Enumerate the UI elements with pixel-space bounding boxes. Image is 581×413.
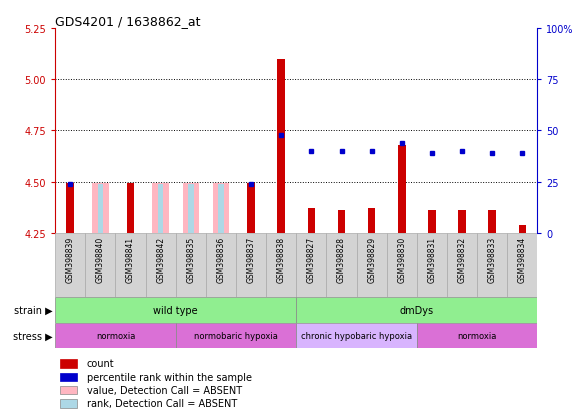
Bar <box>66 183 74 233</box>
Bar <box>357 233 387 297</box>
Bar <box>60 359 77 368</box>
Text: normobaric hypoxia: normobaric hypoxia <box>194 331 278 340</box>
Text: normoxia: normoxia <box>457 331 497 340</box>
Bar <box>447 233 477 297</box>
Bar <box>477 233 507 297</box>
Bar <box>398 145 406 233</box>
Text: GSM398827: GSM398827 <box>307 237 316 282</box>
Bar <box>55 323 176 349</box>
Text: normoxia: normoxia <box>96 331 135 340</box>
Text: GSM398832: GSM398832 <box>458 237 467 282</box>
Bar <box>152 183 169 233</box>
Bar <box>60 373 77 381</box>
Text: wild type: wild type <box>153 305 198 315</box>
Bar <box>116 233 146 297</box>
Text: value, Detection Call = ABSENT: value, Detection Call = ABSENT <box>87 385 242 395</box>
Bar <box>127 183 134 233</box>
Text: GSM398836: GSM398836 <box>217 237 225 282</box>
Bar <box>55 297 296 323</box>
Bar <box>519 225 526 233</box>
Bar <box>158 184 163 233</box>
Bar <box>236 233 266 297</box>
Text: GSM398830: GSM398830 <box>397 237 406 282</box>
Bar <box>327 233 357 297</box>
Text: GSM398828: GSM398828 <box>337 237 346 282</box>
Text: percentile rank within the sample: percentile rank within the sample <box>87 372 252 382</box>
Text: GSM398835: GSM398835 <box>187 237 195 282</box>
Text: GSM398840: GSM398840 <box>96 237 105 282</box>
Bar <box>417 233 447 297</box>
Bar <box>368 209 375 233</box>
Text: GSM398837: GSM398837 <box>246 237 256 282</box>
Text: GSM398842: GSM398842 <box>156 237 165 282</box>
Bar <box>60 386 77 394</box>
Bar <box>182 183 199 233</box>
Text: count: count <box>87 358 114 368</box>
Text: GSM398833: GSM398833 <box>487 237 497 282</box>
Text: GSM398831: GSM398831 <box>428 237 436 282</box>
Text: GSM398838: GSM398838 <box>277 237 286 282</box>
Bar <box>338 211 345 233</box>
Bar <box>278 59 285 233</box>
Text: stress ▶: stress ▶ <box>13 331 52 341</box>
Text: chronic hypobaric hypoxia: chronic hypobaric hypoxia <box>301 331 412 340</box>
Bar <box>387 233 417 297</box>
Bar <box>146 233 176 297</box>
Bar <box>206 233 236 297</box>
Bar <box>458 211 466 233</box>
Bar <box>218 184 224 233</box>
Bar <box>296 323 417 349</box>
Bar <box>296 233 327 297</box>
Bar <box>507 233 537 297</box>
Text: dmDys: dmDys <box>400 305 434 315</box>
Bar <box>489 211 496 233</box>
Text: GSM398841: GSM398841 <box>126 237 135 282</box>
Bar <box>98 184 103 233</box>
Text: rank, Detection Call = ABSENT: rank, Detection Call = ABSENT <box>87 399 237 408</box>
Bar <box>55 233 85 297</box>
Text: GSM398839: GSM398839 <box>66 237 75 282</box>
Text: GSM398834: GSM398834 <box>518 237 527 282</box>
Text: GSM398829: GSM398829 <box>367 237 376 282</box>
Bar <box>248 183 255 233</box>
Text: strain ▶: strain ▶ <box>14 305 52 315</box>
Bar <box>92 183 109 233</box>
Bar <box>85 233 116 297</box>
Bar <box>266 233 296 297</box>
Bar <box>176 323 296 349</box>
Text: GDS4201 / 1638862_at: GDS4201 / 1638862_at <box>55 15 200 28</box>
Bar <box>307 209 315 233</box>
Bar <box>296 297 537 323</box>
Bar <box>213 183 229 233</box>
Bar <box>417 323 537 349</box>
Bar <box>176 233 206 297</box>
Bar <box>188 184 193 233</box>
Bar <box>428 211 436 233</box>
Bar <box>60 399 77 408</box>
